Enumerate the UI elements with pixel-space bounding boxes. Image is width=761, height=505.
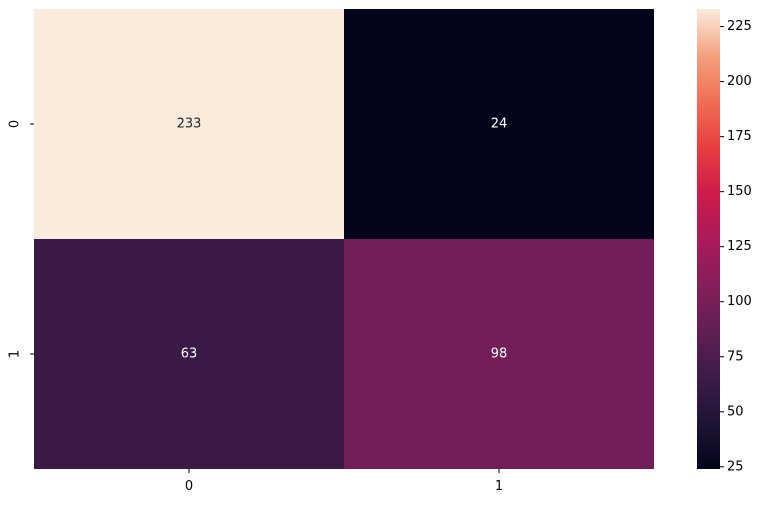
cell-annotation: 24 bbox=[491, 117, 508, 132]
y-tick-label: 0 bbox=[8, 120, 23, 128]
cell-annotation: 63 bbox=[181, 347, 198, 362]
cell-annotation: 98 bbox=[491, 347, 508, 362]
colorbar-tick-label: 200 bbox=[727, 74, 752, 89]
heatmap-cell bbox=[34, 239, 344, 469]
colorbar-tick-label: 175 bbox=[727, 129, 752, 144]
heatmap-cell bbox=[344, 9, 654, 239]
y-tick-label: 1 bbox=[8, 350, 23, 358]
colorbar-tick-label: 100 bbox=[727, 294, 752, 309]
cell-annotation: 233 bbox=[177, 117, 202, 132]
x-tick-label: 1 bbox=[495, 479, 503, 494]
colorbar-tick-label: 75 bbox=[727, 349, 744, 364]
colorbar-tick-label: 125 bbox=[727, 239, 752, 254]
y-axis: 01 bbox=[8, 120, 34, 358]
colorbar-tick-label: 25 bbox=[727, 459, 744, 474]
heatmap-cell bbox=[344, 239, 654, 469]
colorbar-tick-label: 150 bbox=[727, 184, 752, 199]
colorbar-gradient bbox=[697, 9, 720, 469]
colorbar-tick-label: 225 bbox=[727, 19, 752, 34]
heatmap-cell bbox=[34, 9, 344, 239]
colorbar-tick-label: 50 bbox=[727, 404, 744, 419]
x-tick-label: 0 bbox=[185, 479, 193, 494]
colorbar: 25 50 75 100 125 150 175 200 225 bbox=[697, 9, 752, 474]
heatmap-cells: 233 24 63 98 bbox=[34, 9, 654, 469]
